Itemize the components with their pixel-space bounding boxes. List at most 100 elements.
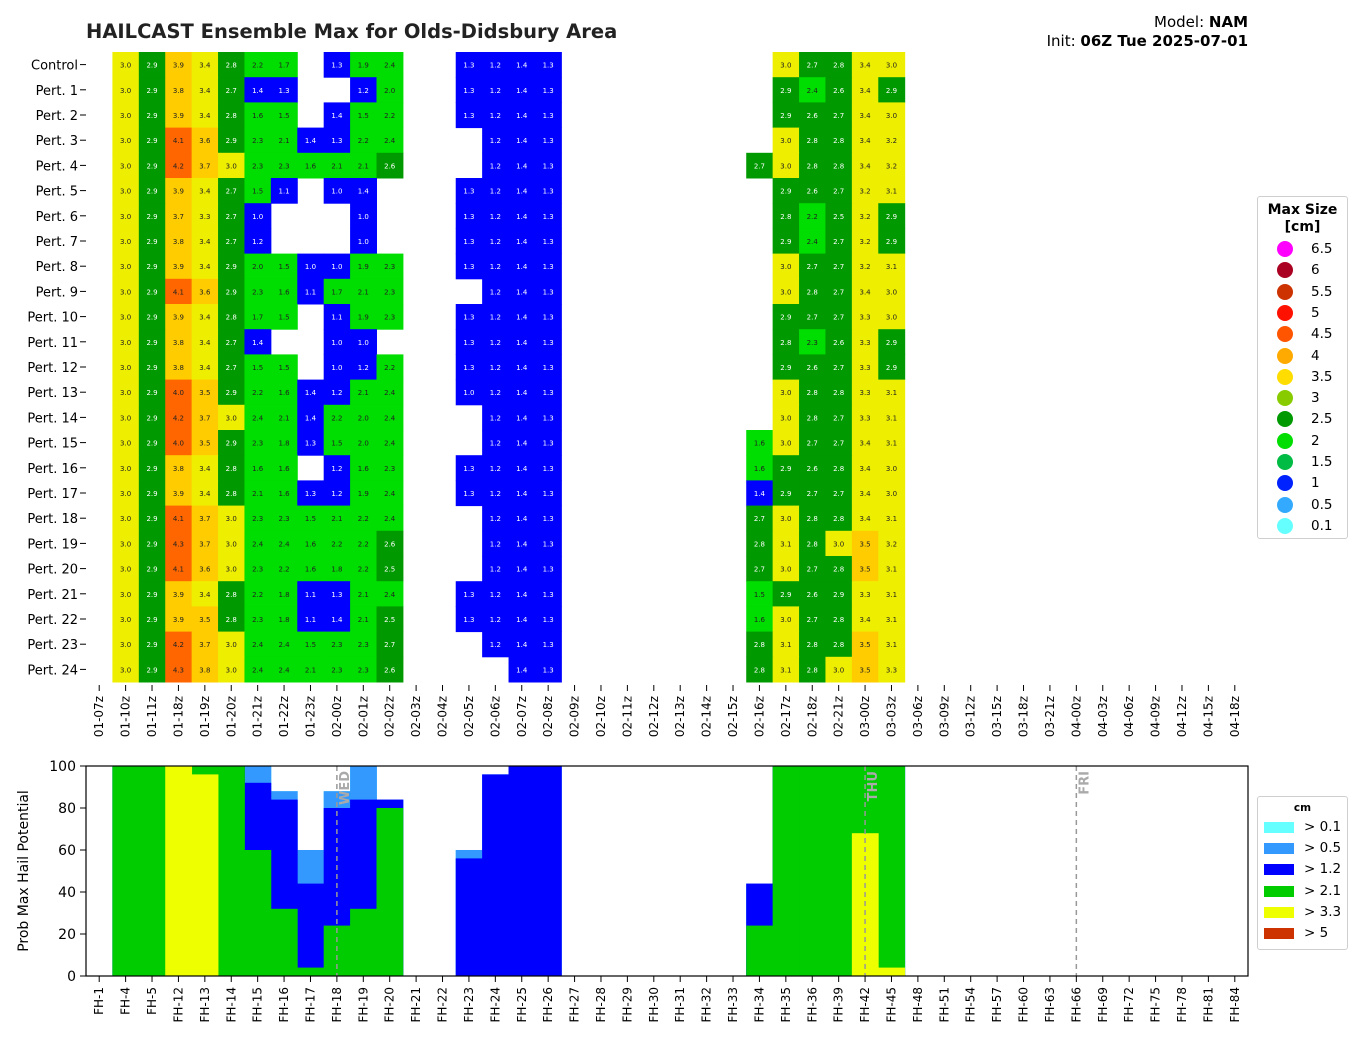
heatmap-cell-label: 3.9 <box>173 591 184 599</box>
heatmap-cell <box>350 480 377 507</box>
legend-swatch-icon <box>1264 906 1294 918</box>
heatmap-cell <box>112 329 140 355</box>
heatmap-cell-label: 2.7 <box>833 490 844 498</box>
heatmap-cell-label: 2.1 <box>305 666 316 674</box>
heatmap-col-label: 02-01z <box>356 696 370 737</box>
prob-x-tick-label: FH-33 <box>726 987 740 1023</box>
heatmap-cell <box>218 52 245 78</box>
heatmap-cell <box>191 404 219 431</box>
heatmap-cell-label: 2.9 <box>146 62 157 70</box>
heatmap-cell <box>244 178 272 204</box>
heatmap-cell-label: 1.2 <box>490 238 501 246</box>
heatmap-cell <box>851 329 879 355</box>
heatmap-cell <box>138 228 166 255</box>
prob-legend-label: > 0.5 <box>1304 840 1342 857</box>
heatmap-cell-label: 3.4 <box>199 263 211 271</box>
heatmap-cell-label: 1.3 <box>543 515 554 523</box>
heatmap-cell-label: 1.4 <box>516 414 528 422</box>
heatmap-cell <box>772 278 800 305</box>
heatmap-cell-label: 2.9 <box>780 364 791 372</box>
heatmap-cell-label: 1.4 <box>516 288 528 296</box>
heatmap-cell-label: 2.8 <box>833 137 844 145</box>
heatmap-cell-label: 2.1 <box>358 591 369 599</box>
heatmap-cell <box>482 278 510 305</box>
heatmap-cell <box>878 581 906 607</box>
prob-bar <box>297 967 325 976</box>
heatmap-cell-label: 3.4 <box>199 339 211 347</box>
heatmap-cell-label: 2.9 <box>146 414 157 422</box>
heatmap-cell <box>138 127 166 154</box>
heatmap-cell <box>508 203 536 229</box>
heatmap-cell <box>482 480 510 507</box>
heatmap-cell-label: 2.6 <box>807 112 819 120</box>
heatmap-cell <box>191 455 219 481</box>
heatmap-cell-label: 2.9 <box>886 87 897 95</box>
heatmap-cell-label: 3.2 <box>859 263 870 271</box>
heatmap-cell-label: 1.6 <box>305 162 317 170</box>
heatmap-cell <box>772 102 800 129</box>
heatmap-cell <box>825 556 853 582</box>
heatmap-cell-label: 2.8 <box>807 641 818 649</box>
heatmap-col-label: 03-12z <box>964 696 978 737</box>
heatmap-cell-label: 4.2 <box>173 414 184 422</box>
heatmap-cell <box>297 556 325 582</box>
heatmap-cell <box>244 480 272 507</box>
heatmap-cell-label: 2.9 <box>146 389 157 397</box>
heatmap-cell <box>297 530 325 557</box>
heatmap-cell <box>350 127 377 154</box>
heatmap-cell-label: 2.7 <box>833 414 844 422</box>
heatmap-col-label: 02-17z <box>779 696 793 737</box>
heatmap-cell-label: 2.6 <box>384 162 396 170</box>
heatmap-cell <box>772 77 800 103</box>
heatmap-cell-label: 3.8 <box>173 87 184 95</box>
heatmap-cell-label: 3.2 <box>886 162 897 170</box>
heatmap-cell <box>746 581 774 607</box>
heatmap-cell-label: 3.9 <box>173 62 184 70</box>
heatmap-cell <box>218 329 245 355</box>
heatmap-cell-label: 3.8 <box>199 666 210 674</box>
heatmap-cell <box>482 430 510 456</box>
heatmap-cell <box>534 631 562 658</box>
heatmap-cell <box>482 304 510 330</box>
heatmap-cell-label: 3.1 <box>886 440 897 448</box>
heatmap-cell <box>746 631 774 658</box>
heatmap-cell <box>851 631 879 658</box>
heatmap-cell-label: 2.3 <box>331 641 342 649</box>
heatmap-cell <box>244 304 272 330</box>
heatmap-cell-label: 2.9 <box>886 213 897 221</box>
prob-bar <box>455 858 483 976</box>
heatmap-cell-label: 3.0 <box>120 515 131 523</box>
heatmap-cell <box>772 404 800 431</box>
heatmap-cell <box>138 606 166 633</box>
heatmap-cell <box>376 77 404 103</box>
heatmap-cell-label: 1.4 <box>516 263 528 271</box>
prob-x-tick-label: FH-1 <box>92 987 106 1015</box>
heatmap-cell <box>534 152 562 179</box>
prob-bar <box>508 766 536 976</box>
heatmap-cell-label: 2.8 <box>833 465 844 473</box>
heatmap-cell <box>165 556 193 582</box>
heatmap-cell-label: 3.2 <box>886 137 897 145</box>
heatmap-cell <box>138 455 166 481</box>
heatmap-cell-label: 3.4 <box>199 490 211 498</box>
heatmap-cell-label: 1.1 <box>331 314 342 322</box>
heatmap-cell <box>165 253 193 280</box>
heatmap-cell <box>350 530 377 557</box>
prob-legend: cm > 0.1 > 0.5 > 1.2 > 2.1 > 3.3 > 5 <box>1257 796 1348 950</box>
heatmap-cell <box>508 52 536 78</box>
heatmap-cell <box>455 203 483 229</box>
heatmap-col-label: 02-07z <box>515 696 529 737</box>
heatmap-cell <box>218 556 245 582</box>
heatmap-col-label: 01-23z <box>303 696 317 737</box>
heatmap-cell-label: 3.9 <box>173 490 184 498</box>
heatmap-cell-label: 2.5 <box>384 616 395 624</box>
heatmap-cell-label: 2.9 <box>146 314 157 322</box>
heatmap-cell <box>534 656 562 683</box>
heatmap-col-label: 02-11z <box>620 696 634 737</box>
heatmap-cell <box>772 152 800 179</box>
heatmap-cell <box>323 606 351 633</box>
heatmap-cell-label: 2.7 <box>226 188 237 196</box>
heatmap-cell-label: 3.6 <box>199 566 211 574</box>
heatmap-cell <box>851 455 879 481</box>
heatmap-cell-label: 3.1 <box>886 414 897 422</box>
